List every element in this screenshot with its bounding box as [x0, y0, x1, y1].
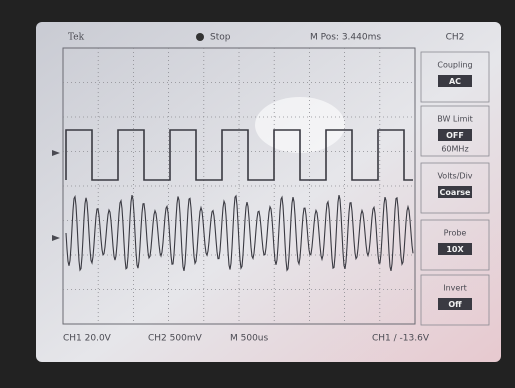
- brand: Tek: [68, 33, 85, 43]
- menu-label: Coupling: [437, 61, 472, 70]
- trigger: CH1 / -13.6V: [372, 334, 430, 344]
- menu-note: 60MHz: [441, 145, 468, 154]
- menu-label: Invert: [443, 284, 467, 293]
- menu-label: Volts/Div: [437, 172, 472, 181]
- ch1-scale: CH1 20.0V: [63, 334, 112, 344]
- position: M Pos: 3.440ms: [310, 33, 381, 43]
- status-dot: [196, 33, 204, 41]
- ch2-scale: CH2 500mV: [148, 334, 203, 344]
- timebase: M 500us: [230, 334, 269, 344]
- menu-value: AC: [449, 77, 461, 86]
- menu-label: BW Limit: [437, 115, 473, 124]
- menu-label: Probe: [444, 229, 467, 238]
- status: Stop: [210, 33, 231, 43]
- menu-value: OFF: [446, 131, 464, 140]
- screen: [36, 22, 501, 362]
- menu-value: Coarse: [440, 188, 471, 197]
- menu-value: Off: [448, 300, 462, 309]
- menu-value: 10X: [446, 245, 464, 254]
- channel: CH2: [446, 33, 465, 43]
- oscilloscope-photo: Tek Stop M Pos: 3.440ms CH2 Coupling AC BW…: [0, 0, 515, 388]
